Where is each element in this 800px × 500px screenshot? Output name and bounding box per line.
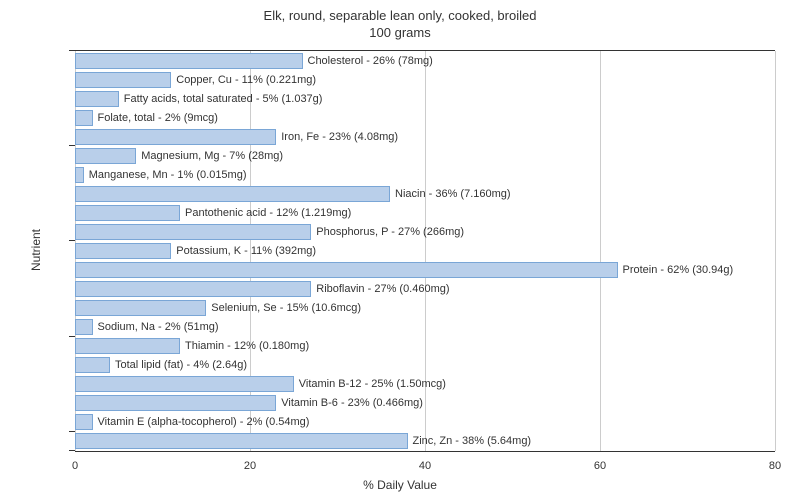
- y-tick: [69, 336, 75, 337]
- bar-row: Cholesterol - 26% (78mg): [75, 53, 433, 69]
- bar-label: Potassium, K - 11% (392mg): [176, 245, 316, 257]
- bar-label: Pantothenic acid - 12% (1.219mg): [185, 207, 351, 219]
- title-line-1: Elk, round, separable lean only, cooked,…: [264, 8, 537, 23]
- bar-row: Niacin - 36% (7.160mg): [75, 186, 511, 202]
- bar-row: Vitamin B-6 - 23% (0.466mg): [75, 395, 423, 411]
- nutrient-bar: [75, 319, 93, 335]
- nutrient-bar: [75, 300, 206, 316]
- nutrient-bar: [75, 243, 171, 259]
- nutrient-bar: [75, 53, 303, 69]
- bar-label: Magnesium, Mg - 7% (28mg): [141, 150, 283, 162]
- nutrient-bar: [75, 224, 311, 240]
- bar-row: Manganese, Mn - 1% (0.015mg): [75, 167, 247, 183]
- bar-label: Thiamin - 12% (0.180mg): [185, 340, 309, 352]
- bar-row: Protein - 62% (30.94g): [75, 262, 733, 278]
- plot-area: Cholesterol - 26% (78mg) Copper, Cu - 11%…: [75, 50, 775, 452]
- x-tick-label: 20: [244, 460, 256, 472]
- nutrient-bar: [75, 148, 136, 164]
- bar-row: Thiamin - 12% (0.180mg): [75, 338, 309, 354]
- nutrient-bar: [75, 186, 390, 202]
- nutrient-bar: [75, 72, 171, 88]
- nutrient-bar: [75, 357, 110, 373]
- title-line-2: 100 grams: [369, 25, 430, 40]
- bar-label: Selenium, Se - 15% (10.6mcg): [211, 302, 361, 314]
- nutrient-bar: [75, 281, 311, 297]
- y-tick: [69, 145, 75, 146]
- nutrient-bar: [75, 205, 180, 221]
- bar-row: Fatty acids, total saturated - 5% (1.037…: [75, 91, 322, 107]
- bar-label: Phosphorus, P - 27% (266mg): [316, 226, 464, 238]
- x-tick-label: 0: [72, 460, 78, 472]
- bar-label: Sodium, Na - 2% (51mg): [98, 321, 219, 333]
- bar-row: Zinc, Zn - 38% (5.64mg): [75, 433, 531, 449]
- bar-label: Zinc, Zn - 38% (5.64mg): [413, 435, 532, 447]
- bar-row: Copper, Cu - 11% (0.221mg): [75, 72, 316, 88]
- bar-row: Total lipid (fat) - 4% (2.64g): [75, 357, 247, 373]
- x-tick-label: 40: [419, 460, 431, 472]
- bar-row: Vitamin B-12 - 25% (1.50mcg): [75, 376, 446, 392]
- bar-label: Manganese, Mn - 1% (0.015mg): [89, 169, 247, 181]
- bar-row: Sodium, Na - 2% (51mg): [75, 319, 219, 335]
- y-tick: [69, 450, 75, 451]
- bar-label: Cholesterol - 26% (78mg): [308, 55, 433, 67]
- bar-label: Total lipid (fat) - 4% (2.64g): [115, 359, 247, 371]
- bar-row: Selenium, Se - 15% (10.6mcg): [75, 300, 361, 316]
- x-axis-label: % Daily Value: [363, 478, 437, 492]
- x-tick-label: 80: [769, 460, 781, 472]
- nutrient-bar: [75, 376, 294, 392]
- bar-label: Riboflavin - 27% (0.460mg): [316, 283, 449, 295]
- nutrient-bar: [75, 91, 119, 107]
- bar-row: Potassium, K - 11% (392mg): [75, 243, 316, 259]
- bar-row: Vitamin E (alpha-tocopherol) - 2% (0.54m…: [75, 414, 309, 430]
- gridline: [775, 51, 776, 451]
- bar-row: Pantothenic acid - 12% (1.219mg): [75, 205, 351, 221]
- bar-label: Protein - 62% (30.94g): [623, 264, 734, 276]
- nutrient-bar: [75, 338, 180, 354]
- bar-label: Niacin - 36% (7.160mg): [395, 188, 511, 200]
- gridline: [600, 51, 601, 451]
- chart-title: Elk, round, separable lean only, cooked,…: [0, 0, 800, 42]
- nutrient-bar: [75, 433, 408, 449]
- nutrient-bar: [75, 167, 84, 183]
- bar-row: Magnesium, Mg - 7% (28mg): [75, 148, 283, 164]
- bar-label: Copper, Cu - 11% (0.221mg): [176, 74, 316, 86]
- bar-label: Vitamin E (alpha-tocopherol) - 2% (0.54m…: [98, 416, 310, 428]
- bar-label: Vitamin B-6 - 23% (0.466mg): [281, 397, 423, 409]
- bar-row: Phosphorus, P - 27% (266mg): [75, 224, 464, 240]
- nutrient-bar: [75, 110, 93, 126]
- y-tick: [69, 431, 75, 432]
- bar-label: Fatty acids, total saturated - 5% (1.037…: [124, 93, 323, 105]
- y-axis-label: Nutrient: [29, 229, 43, 271]
- bar-label: Folate, total - 2% (9mcg): [98, 112, 218, 124]
- bar-row: Folate, total - 2% (9mcg): [75, 110, 218, 126]
- nutrient-chart: Elk, round, separable lean only, cooked,…: [0, 0, 800, 500]
- nutrient-bar: [75, 262, 618, 278]
- nutrient-bar: [75, 395, 276, 411]
- bar-row: Iron, Fe - 23% (4.08mg): [75, 129, 398, 145]
- bar-label: Vitamin B-12 - 25% (1.50mcg): [299, 378, 446, 390]
- y-tick: [69, 50, 75, 51]
- nutrient-bar: [75, 129, 276, 145]
- y-tick: [69, 240, 75, 241]
- bar-label: Iron, Fe - 23% (4.08mg): [281, 131, 398, 143]
- x-tick-label: 60: [594, 460, 606, 472]
- nutrient-bar: [75, 414, 93, 430]
- bar-row: Riboflavin - 27% (0.460mg): [75, 281, 450, 297]
